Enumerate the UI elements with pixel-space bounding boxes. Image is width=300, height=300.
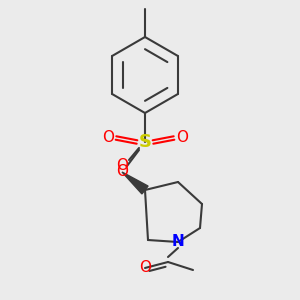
Text: N: N [172, 235, 184, 250]
Text: O: O [176, 130, 188, 146]
Text: O: O [102, 130, 114, 146]
Text: O: O [139, 260, 151, 275]
Text: S: S [139, 133, 152, 151]
Text: O: O [116, 164, 128, 179]
Text: O: O [116, 158, 128, 172]
Polygon shape [122, 172, 148, 194]
